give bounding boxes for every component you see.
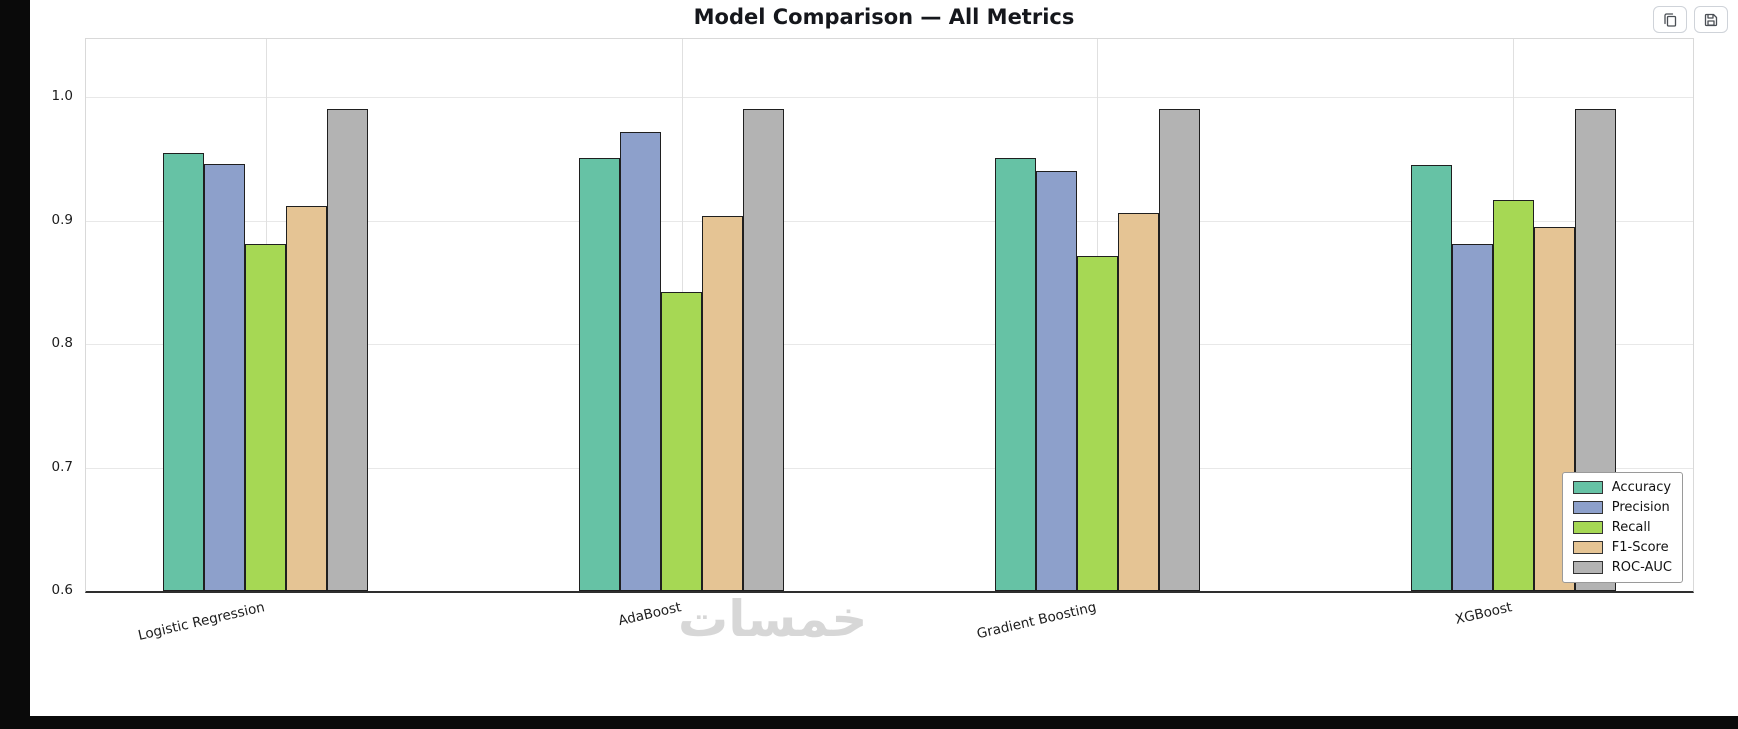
- bar-adaboost-recall: [661, 292, 703, 591]
- y-tick-label: 1.0: [51, 88, 73, 105]
- bar-logistic-regression-accuracy: [163, 152, 205, 591]
- bar-adaboost-roc-auc: [743, 109, 785, 591]
- bar-logistic-regression-f1-score: [286, 205, 328, 591]
- save-icon: [1704, 13, 1718, 26]
- y-tick-label: 0.7: [51, 458, 73, 475]
- gridline-horizontal: [86, 220, 1693, 222]
- legend-swatch-roc-auc: [1572, 561, 1603, 574]
- bar-gradient-boosting-accuracy: [994, 157, 1036, 591]
- legend-swatch-precision: [1572, 501, 1603, 514]
- y-tick-label: 0.9: [51, 211, 73, 228]
- copy-icon: [1664, 12, 1677, 27]
- bar-xgboost-recall: [1492, 199, 1534, 591]
- bar-adaboost-precision: [620, 131, 662, 591]
- chart-panel: Model Comparison — All Metrics 0.6 0.7 0.8…: [30, 0, 1738, 716]
- plot-area: Accuracy Precision Recall F1-Score ROC-AUC: [85, 38, 1694, 593]
- y-tick-label: 0.6: [51, 582, 73, 598]
- x-axis: Logistic Regression AdaBoost Gradient Boos…: [85, 592, 1692, 652]
- y-axis: 0.6 0.7 0.8 0.9 1.0: [30, 38, 85, 598]
- x-tick-label: Gradient Boosting: [975, 599, 1099, 643]
- legend-label: Recall: [1611, 520, 1651, 535]
- chart-title: Model Comparison — All Metrics: [693, 5, 1075, 29]
- bar-gradient-boosting-recall: [1076, 256, 1118, 591]
- legend-item-accuracy: Accuracy: [1572, 480, 1672, 495]
- bar-adaboost-f1-score: [702, 215, 744, 591]
- bar-gradient-boosting-precision: [1035, 171, 1077, 591]
- watermark: خمسات: [678, 590, 868, 648]
- x-tick-label: XGBoost: [1453, 599, 1514, 628]
- x-tick-label: Logistic Regression: [137, 599, 267, 644]
- bar-gradient-boosting-roc-auc: [1158, 109, 1200, 591]
- legend-item-recall: Recall: [1572, 520, 1672, 535]
- bar-gradient-boosting-f1-score: [1117, 213, 1159, 591]
- bar-logistic-regression-precision: [204, 163, 246, 591]
- legend-item-roc-auc: ROC-AUC: [1572, 560, 1672, 575]
- bar-logistic-regression-recall: [245, 243, 287, 591]
- legend-label: F1-Score: [1611, 540, 1669, 555]
- legend-swatch-f1-score: [1572, 541, 1603, 554]
- x-tick-label: AdaBoost: [616, 599, 683, 630]
- gridline-horizontal: [86, 97, 1693, 99]
- bar-xgboost-precision: [1451, 243, 1493, 591]
- copy-chart-button[interactable]: [1653, 6, 1687, 33]
- legend-swatch-accuracy: [1572, 481, 1603, 494]
- bar-xgboost-accuracy: [1410, 164, 1452, 591]
- bar-logistic-regression-roc-auc: [327, 109, 369, 591]
- save-chart-button[interactable]: [1694, 6, 1728, 33]
- legend-label: Precision: [1611, 500, 1670, 515]
- gridline-horizontal: [86, 467, 1693, 469]
- legend-item-precision: Precision: [1572, 500, 1672, 515]
- gridline-horizontal: [86, 344, 1693, 346]
- legend: Accuracy Precision Recall F1-Score ROC-AUC: [1561, 472, 1683, 583]
- legend-item-f1-score: F1-Score: [1572, 540, 1672, 555]
- legend-label: ROC-AUC: [1611, 560, 1672, 575]
- bar-adaboost-accuracy: [579, 157, 621, 591]
- y-tick-label: 0.8: [51, 335, 73, 352]
- legend-swatch-recall: [1572, 521, 1603, 534]
- legend-label: Accuracy: [1611, 480, 1672, 495]
- chart-toolbar: [1653, 6, 1728, 33]
